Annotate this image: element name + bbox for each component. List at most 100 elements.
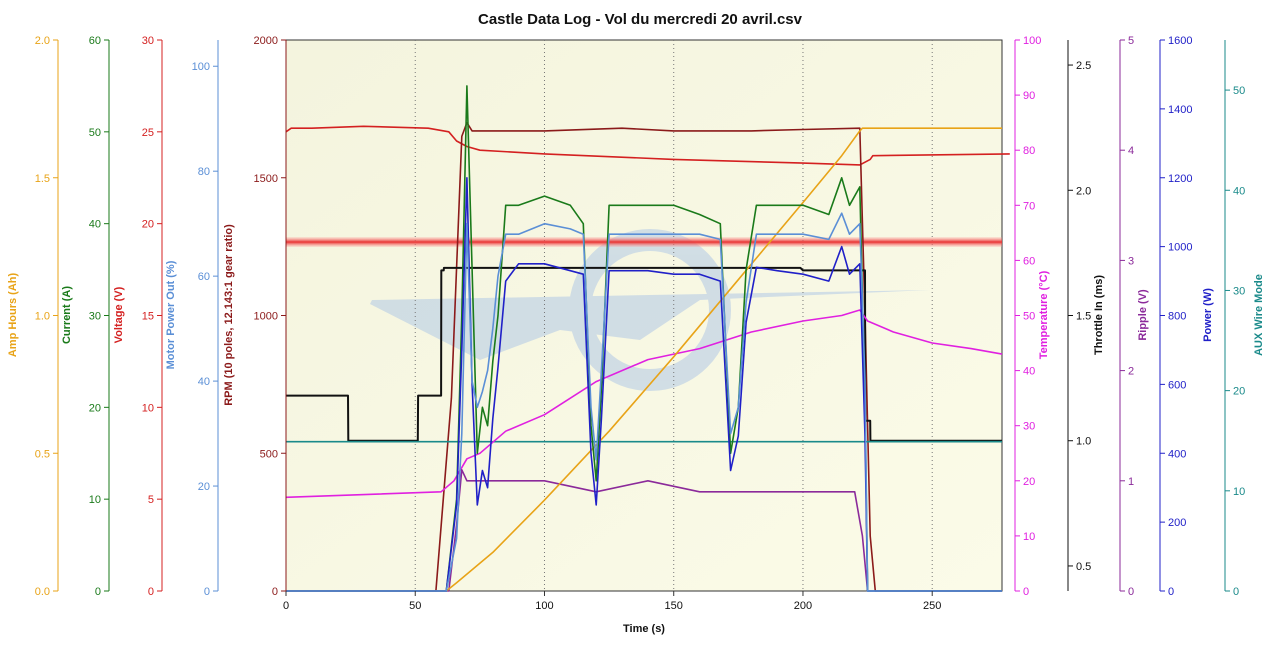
voltage-axis-label: Voltage (V) <box>113 286 125 343</box>
aux_wire_mode-tick-label: 30 <box>1233 285 1245 297</box>
ripple-tick-label: 1 <box>1128 476 1134 488</box>
motor_power_out-tick-label: 80 <box>198 166 210 178</box>
x-tick-label: 50 <box>409 600 421 612</box>
voltage-tick-label: 15 <box>142 311 154 323</box>
motor_power_out-tick-label: 20 <box>198 481 210 493</box>
temperature-tick-label: 70 <box>1023 200 1035 212</box>
x-tick-label: 0 <box>283 600 289 612</box>
current-tick-label: 60 <box>89 35 101 47</box>
power-tick-label: 600 <box>1168 379 1186 391</box>
rpm-series-line <box>286 121 1002 592</box>
x-tick-label: 150 <box>665 600 683 612</box>
motor_power_out-tick-label: 40 <box>198 376 210 388</box>
temperature-series-line <box>285 309 1003 499</box>
throttle_in-tick-label: 2.5 <box>1076 60 1091 72</box>
throttle_in-tick-label: 1.5 <box>1076 311 1091 323</box>
ripple-tick-label: 3 <box>1128 255 1134 267</box>
rpm-tick-label: 500 <box>260 448 278 460</box>
aux_wire_mode-tick-label: 40 <box>1233 185 1245 197</box>
current-tick-label: 30 <box>89 311 101 323</box>
throttle_in-axis: 0.5 1.0 1.5 2.0 2.5 Throttle In (ms) <box>1067 40 1105 591</box>
current-tick-label: 20 <box>89 402 101 414</box>
ripple-axis: 0 1 2 3 4 5 Ripple (V) <box>1119 35 1149 598</box>
ripple-tick-label: 0 <box>1128 586 1134 598</box>
temperature-tick-label: 10 <box>1023 531 1035 543</box>
aux_wire_mode-axis: 0 10 20 30 40 50 AUX Wire Mode <box>1224 40 1265 598</box>
x-axis-label: Time (s) <box>623 623 665 635</box>
current-tick-label: 10 <box>89 494 101 506</box>
aux_wire_mode-axis-label: AUX Wire Mode <box>1253 274 1265 356</box>
voltage-tick-label: 5 <box>148 494 154 506</box>
temperature-tick-label: 90 <box>1023 90 1035 102</box>
temperature-axis: 0 10 20 30 40 50 60 70 80 90 100 Temperature (°C) <box>1014 35 1050 598</box>
power-tick-label: 0 <box>1168 586 1174 598</box>
aux_wire_mode-tick-label: 0 <box>1233 586 1239 598</box>
voltage-tick-label: 0 <box>148 586 154 598</box>
voltage-tick-label: 20 <box>142 219 154 231</box>
current-tick-label: 50 <box>89 127 101 139</box>
power-tick-label: 1600 <box>1168 35 1192 47</box>
amp_hours-axis-label: Amp Hours (Ah) <box>7 273 19 358</box>
temperature-axis-label: Temperature (°C) <box>1038 270 1050 359</box>
current-tick-label: 0 <box>95 586 101 598</box>
current-axis: 0 10 20 30 40 50 60 Current (A) <box>61 35 110 598</box>
power-tick-label: 800 <box>1168 311 1186 323</box>
power-tick-label: 1400 <box>1168 104 1192 116</box>
ripple-axis-label: Ripple (V) <box>1137 289 1149 341</box>
x-tick-label: 250 <box>923 600 941 612</box>
motor_power_out-axis: 0 20 40 60 80 100 Motor Power Out (%) <box>165 40 219 598</box>
amp_hours-tick-label: 1.5 <box>35 173 50 185</box>
temperature-tick-label: 50 <box>1023 311 1035 323</box>
amp_hours-tick-label: 2.0 <box>35 35 50 47</box>
power-axis: 0 200 400 600 800 1000 1200 1400 1600 Power (W) <box>1159 35 1214 598</box>
voltage-axis: 0 5 10 15 20 25 30 Voltage (V) <box>113 35 163 598</box>
ripple-tick-label: 2 <box>1128 366 1134 378</box>
rpm-axis: 0 500 1000 1500 2000 RPM (10 poles, 12.143:1 … <box>223 35 287 598</box>
amp_hours-axis: 0.0 0.5 1.0 1.5 2.0 Amp Hours (Ah) <box>7 35 59 598</box>
motor_power_out-tick-label: 0 <box>204 586 210 598</box>
chart-title: Castle Data Log - Vol du mercredi 20 avr… <box>478 11 803 28</box>
voltage-tick-label: 10 <box>142 402 154 414</box>
rpm-axis-label: RPM (10 poles, 12.143:1 gear ratio) <box>223 224 235 406</box>
rpm-tick-label: 1000 <box>254 311 278 323</box>
rpm-tick-label: 2000 <box>254 35 278 47</box>
temperature-tick-label: 80 <box>1023 145 1035 157</box>
voltage-tick-label: 25 <box>142 127 154 139</box>
aux_wire_mode-tick-label: 50 <box>1233 85 1245 97</box>
power-tick-label: 400 <box>1168 448 1186 460</box>
ripple-tick-label: 4 <box>1128 145 1134 157</box>
throttle_in-tick-label: 2.0 <box>1076 185 1091 197</box>
current-tick-label: 40 <box>89 219 101 231</box>
amp_hours-tick-label: 1.0 <box>35 311 50 323</box>
amp_hours-tick-label: 0.5 <box>35 448 50 460</box>
power-axis-label: Power (W) <box>1202 288 1214 342</box>
power-series-line <box>286 177 1002 592</box>
motor_power_out-tick-label: 60 <box>198 271 210 283</box>
amp_hours-tick-label: 0.0 <box>35 586 50 598</box>
temperature-tick-label: 20 <box>1023 476 1035 488</box>
voltage-band-marker <box>286 237 1002 248</box>
temperature-tick-label: 40 <box>1023 366 1035 378</box>
voltage-series-line <box>285 125 1010 166</box>
throttle_in-tick-label: 0.5 <box>1076 561 1091 573</box>
aux_wire_mode-tick-label: 10 <box>1233 486 1245 498</box>
power-tick-label: 1200 <box>1168 173 1192 185</box>
power-tick-label: 200 <box>1168 517 1186 529</box>
voltage-tick-label: 30 <box>142 35 154 47</box>
temperature-tick-label: 60 <box>1023 255 1035 267</box>
current-axis-label: Current (A) <box>61 286 73 344</box>
temperature-tick-label: 0 <box>1023 586 1029 598</box>
rpm-tick-label: 0 <box>272 586 278 598</box>
motor_power_out-tick-label: 100 <box>192 61 210 73</box>
temperature-tick-label: 30 <box>1023 421 1035 433</box>
motor_power_out-axis-label: Motor Power Out (%) <box>165 260 177 369</box>
x-tick-label: 100 <box>535 600 553 612</box>
plot-area <box>285 39 1003 592</box>
ripple-tick-label: 5 <box>1128 35 1134 47</box>
temperature-tick-label: 100 <box>1023 35 1041 47</box>
x-tick-label: 200 <box>794 600 812 612</box>
throttle_in-axis-label: Throttle In (ms) <box>1093 275 1105 355</box>
aux_wire_mode-tick-label: 20 <box>1233 386 1245 398</box>
